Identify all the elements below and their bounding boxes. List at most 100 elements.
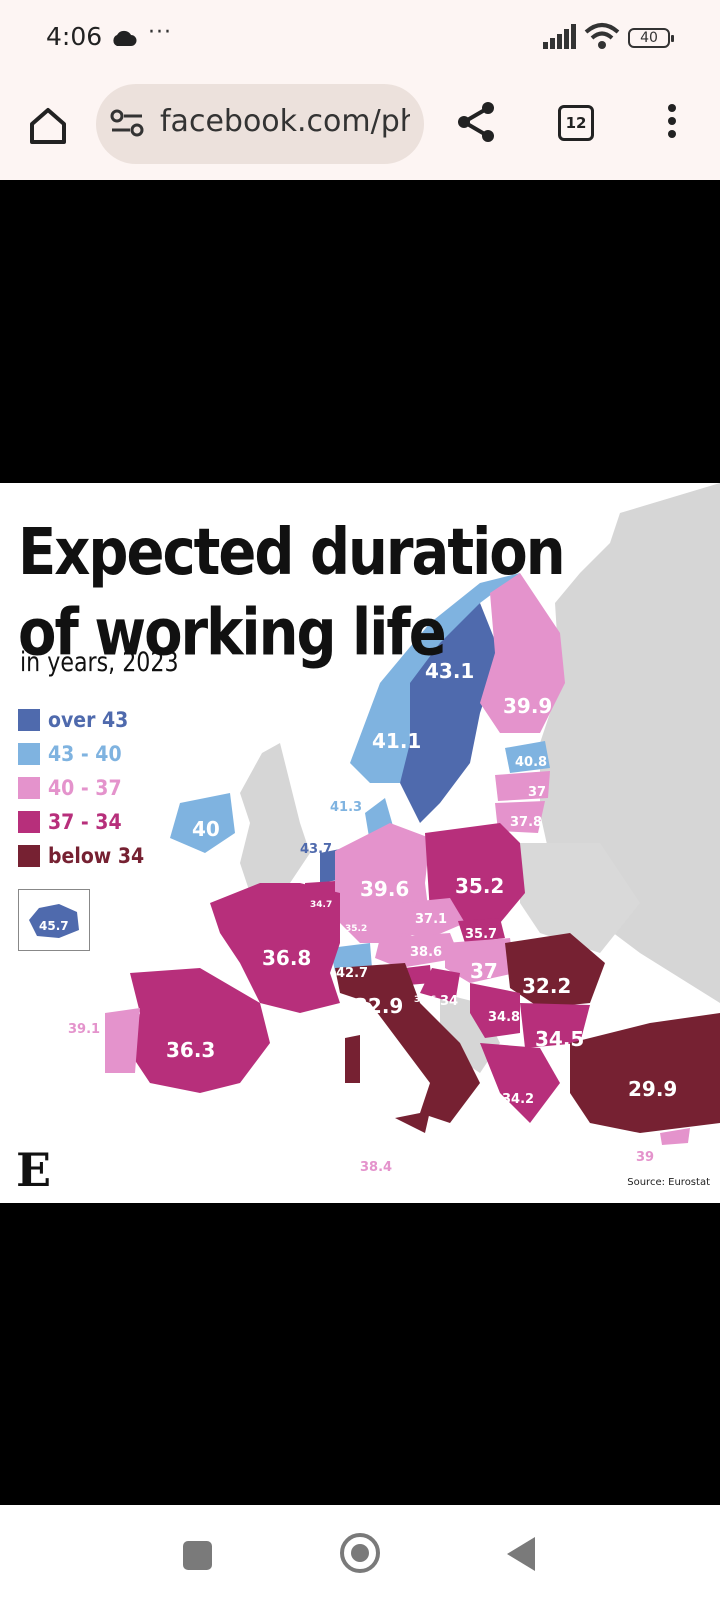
back-button[interactable]	[507, 1537, 535, 1571]
legend-swatch	[18, 845, 40, 867]
legend-label: below 34	[48, 844, 145, 868]
map-legend: over 43 43 - 40 40 - 37 37 - 34 below 34	[18, 703, 155, 873]
legend-item: below 34	[18, 839, 155, 873]
sicily-region	[395, 1111, 430, 1133]
value-spain: 36.3	[166, 1038, 215, 1062]
estonia-region	[505, 741, 550, 773]
value-estonia: 40.8	[515, 755, 547, 770]
value-bulgaria: 34.5	[535, 1027, 584, 1051]
source-label: Source: Eurostat	[627, 1177, 710, 1188]
value-france: 36.8	[262, 946, 311, 970]
system-navigation-bar	[0, 1505, 720, 1600]
value-turkey: 29.9	[628, 1077, 677, 1101]
value-poland: 35.2	[455, 874, 504, 898]
value-italy: 32.9	[354, 994, 403, 1018]
switzerland-region	[330, 943, 372, 971]
value-switzerland: 42.7	[336, 966, 368, 981]
romania-region	[505, 933, 605, 1008]
legend-label: 40 - 37	[48, 776, 122, 800]
ukraine-region	[520, 843, 640, 953]
portugal-region	[105, 1008, 140, 1073]
value-sweden: 43.1	[425, 659, 474, 683]
latvia-region	[495, 771, 550, 801]
value-cyprus: 39	[636, 1150, 654, 1165]
url-text[interactable]: facebook.com/ph	[160, 104, 410, 139]
value-netherlands: 43.7	[300, 842, 332, 857]
value-hungary: 37	[470, 959, 498, 983]
map-title-line-1: Expected duration	[18, 515, 566, 591]
recents-button[interactable]	[183, 1541, 212, 1570]
sweden-region	[400, 603, 500, 823]
browser-toolbar: facebook.com/ph 12	[0, 78, 720, 180]
legend-item: 40 - 37	[18, 771, 155, 805]
value-luxembourg: 35.2	[345, 924, 367, 934]
value-germany: 39.6	[360, 877, 409, 901]
turkey-region	[570, 1013, 720, 1133]
value-austria: 38.6	[410, 945, 442, 960]
status-time: 4:06	[46, 22, 103, 51]
legend-swatch	[18, 811, 40, 833]
spain-region	[130, 968, 270, 1093]
home-button[interactable]	[340, 1533, 380, 1573]
legend-item: 37 - 34	[18, 805, 155, 839]
sardinia-region	[345, 1035, 360, 1083]
value-denmark: 41.3	[330, 800, 362, 815]
legend-label: over 43	[48, 708, 129, 732]
value-ireland: 40	[192, 817, 220, 841]
value-serbia: 34.8	[488, 1010, 520, 1025]
ireland-region	[170, 793, 235, 853]
uk-region	[240, 743, 310, 893]
cyprus-region	[660, 1128, 690, 1145]
slovakia-region	[458, 918, 505, 943]
legend-label: 37 - 34	[48, 810, 122, 834]
bulgaria-region	[520, 1003, 590, 1048]
greece-region	[480, 1043, 560, 1123]
hungary-region	[445, 938, 515, 983]
tab-switcher-button[interactable]: 12	[558, 105, 594, 141]
legend-swatch	[18, 777, 40, 799]
home-icon[interactable]	[24, 102, 72, 150]
map-title: Expected duration of working life	[18, 513, 566, 674]
cloud-icon	[113, 30, 137, 46]
iceland-inset: 45.7	[18, 889, 90, 951]
france-region	[210, 883, 340, 1013]
site-settings-icon[interactable]	[110, 108, 144, 138]
value-croatia: 34	[440, 994, 458, 1009]
value-belgium: 34.7	[310, 900, 332, 910]
serbia-region	[470, 983, 520, 1038]
value-slovenia: 36.6	[414, 995, 436, 1005]
value-portugal: 39.1	[68, 1022, 100, 1037]
publisher-logo: E	[16, 1143, 52, 1197]
overflow-menu-icon[interactable]	[662, 104, 682, 144]
austria-region	[375, 933, 460, 968]
value-finland: 39.9	[503, 694, 552, 718]
europe-map: 43.1 39.9 41.1 40 39.6 35.2 36.8 32.2 32…	[68, 483, 720, 1175]
lithuania-region	[495, 801, 545, 833]
share-icon[interactable]	[454, 100, 498, 144]
legend-label: 43 - 40	[48, 742, 122, 766]
map-title-line-2: of working life	[18, 595, 447, 671]
finland-region	[480, 573, 565, 733]
signal-icon	[543, 24, 576, 49]
wifi-icon	[584, 23, 620, 49]
map-subtitle: in years, 2023	[20, 647, 179, 678]
italy-region	[335, 963, 480, 1123]
legend-item: over 43	[18, 703, 155, 737]
post-image: 43.1 39.9 41.1 40 39.6 35.2 36.8 32.2 32…	[0, 483, 720, 1203]
value-iceland: 45.7	[39, 919, 69, 933]
slovenia-region	[405, 965, 432, 985]
value-latvia: 37	[528, 785, 546, 800]
value-greece: 34.2	[502, 1092, 534, 1107]
legend-swatch	[18, 743, 40, 765]
status-bar: 4:06 ··· 40	[0, 0, 720, 78]
value-malta: 38.4	[360, 1160, 392, 1175]
norway-region	[350, 573, 520, 783]
value-slovakia: 35.7	[465, 927, 497, 942]
address-bar[interactable]: facebook.com/ph	[96, 84, 424, 164]
value-norway: 41.1	[372, 729, 421, 753]
value-czechia: 37.1	[415, 912, 447, 927]
croatia-region	[420, 968, 460, 1003]
value-lithuania: 37.8	[510, 815, 542, 830]
more-notifications-icon: ···	[148, 20, 172, 45]
legend-item: 43 - 40	[18, 737, 155, 771]
